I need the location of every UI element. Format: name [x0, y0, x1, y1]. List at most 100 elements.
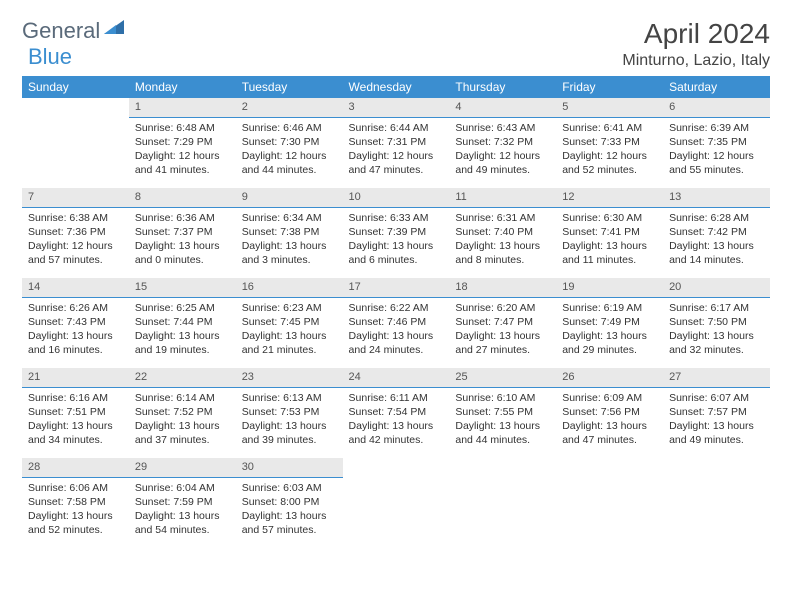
logo: General: [22, 18, 128, 44]
sunset-text: Sunset: 7:57 PM: [669, 405, 764, 419]
calendar-cell: 28Sunrise: 6:06 AMSunset: 7:58 PMDayligh…: [22, 458, 129, 548]
day-number: 13: [663, 188, 770, 208]
day-number: 26: [556, 368, 663, 388]
day-details: Sunrise: 6:11 AMSunset: 7:54 PMDaylight:…: [343, 388, 450, 454]
sunset-text: Sunset: 7:49 PM: [562, 315, 657, 329]
sunrise-text: Sunrise: 6:39 AM: [669, 121, 764, 135]
calendar-cell: 6Sunrise: 6:39 AMSunset: 7:35 PMDaylight…: [663, 98, 770, 188]
sunrise-text: Sunrise: 6:04 AM: [135, 481, 230, 495]
calendar-cell: [663, 458, 770, 548]
day-number: 2: [236, 98, 343, 118]
sunrise-text: Sunrise: 6:41 AM: [562, 121, 657, 135]
calendar-cell: 23Sunrise: 6:13 AMSunset: 7:53 PMDayligh…: [236, 368, 343, 458]
day-number: 28: [22, 458, 129, 478]
calendar-cell: 15Sunrise: 6:25 AMSunset: 7:44 PMDayligh…: [129, 278, 236, 368]
calendar-cell: 13Sunrise: 6:28 AMSunset: 7:42 PMDayligh…: [663, 188, 770, 278]
calendar-cell: 27Sunrise: 6:07 AMSunset: 7:57 PMDayligh…: [663, 368, 770, 458]
day-details: Sunrise: 6:41 AMSunset: 7:33 PMDaylight:…: [556, 118, 663, 184]
sunrise-text: Sunrise: 6:46 AM: [242, 121, 337, 135]
calendar-cell: 10Sunrise: 6:33 AMSunset: 7:39 PMDayligh…: [343, 188, 450, 278]
day-details: Sunrise: 6:13 AMSunset: 7:53 PMDaylight:…: [236, 388, 343, 454]
day-details: Sunrise: 6:17 AMSunset: 7:50 PMDaylight:…: [663, 298, 770, 364]
day-number: 25: [449, 368, 556, 388]
calendar-cell: [556, 458, 663, 548]
sunset-text: Sunset: 7:42 PM: [669, 225, 764, 239]
daylight-text: Daylight: 13 hours and 8 minutes.: [455, 239, 550, 267]
day-number: 17: [343, 278, 450, 298]
day-details: Sunrise: 6:43 AMSunset: 7:32 PMDaylight:…: [449, 118, 556, 184]
sunrise-text: Sunrise: 6:26 AM: [28, 301, 123, 315]
daylight-text: Daylight: 13 hours and 42 minutes.: [349, 419, 444, 447]
sunset-text: Sunset: 7:53 PM: [242, 405, 337, 419]
calendar-cell: [343, 458, 450, 548]
day-number: 24: [343, 368, 450, 388]
sunrise-text: Sunrise: 6:36 AM: [135, 211, 230, 225]
day-number: 10: [343, 188, 450, 208]
sunset-text: Sunset: 7:33 PM: [562, 135, 657, 149]
calendar-cell: 19Sunrise: 6:19 AMSunset: 7:49 PMDayligh…: [556, 278, 663, 368]
logo-text-blue: Blue: [28, 44, 72, 69]
sunset-text: Sunset: 7:45 PM: [242, 315, 337, 329]
sunset-text: Sunset: 7:37 PM: [135, 225, 230, 239]
sunset-text: Sunset: 7:29 PM: [135, 135, 230, 149]
day-number: 21: [22, 368, 129, 388]
daylight-text: Daylight: 13 hours and 16 minutes.: [28, 329, 123, 357]
day-number: 29: [129, 458, 236, 478]
calendar-cell: 9Sunrise: 6:34 AMSunset: 7:38 PMDaylight…: [236, 188, 343, 278]
title-block: April 2024 Minturno, Lazio, Italy: [622, 18, 770, 70]
daylight-text: Daylight: 13 hours and 3 minutes.: [242, 239, 337, 267]
day-details: Sunrise: 6:46 AMSunset: 7:30 PMDaylight:…: [236, 118, 343, 184]
day-number: 1: [129, 98, 236, 118]
calendar-cell: 4Sunrise: 6:43 AMSunset: 7:32 PMDaylight…: [449, 98, 556, 188]
sunrise-text: Sunrise: 6:43 AM: [455, 121, 550, 135]
day-details: Sunrise: 6:26 AMSunset: 7:43 PMDaylight:…: [22, 298, 129, 364]
day-number: 23: [236, 368, 343, 388]
sunrise-text: Sunrise: 6:03 AM: [242, 481, 337, 495]
sunset-text: Sunset: 7:50 PM: [669, 315, 764, 329]
day-details: Sunrise: 6:20 AMSunset: 7:47 PMDaylight:…: [449, 298, 556, 364]
calendar-cell: 16Sunrise: 6:23 AMSunset: 7:45 PMDayligh…: [236, 278, 343, 368]
sunset-text: Sunset: 7:30 PM: [242, 135, 337, 149]
daylight-text: Daylight: 13 hours and 27 minutes.: [455, 329, 550, 357]
daylight-text: Daylight: 13 hours and 24 minutes.: [349, 329, 444, 357]
daylight-text: Daylight: 13 hours and 32 minutes.: [669, 329, 764, 357]
sunrise-text: Sunrise: 6:20 AM: [455, 301, 550, 315]
sunrise-text: Sunrise: 6:06 AM: [28, 481, 123, 495]
sunset-text: Sunset: 8:00 PM: [242, 495, 337, 509]
daylight-text: Daylight: 12 hours and 52 minutes.: [562, 149, 657, 177]
daylight-text: Daylight: 13 hours and 39 minutes.: [242, 419, 337, 447]
day-number: 14: [22, 278, 129, 298]
sunset-text: Sunset: 7:32 PM: [455, 135, 550, 149]
calendar-cell: [449, 458, 556, 548]
day-number: 30: [236, 458, 343, 478]
sunrise-text: Sunrise: 6:34 AM: [242, 211, 337, 225]
weekday-header: Sunday: [22, 76, 129, 98]
weekday-header: Monday: [129, 76, 236, 98]
sunset-text: Sunset: 7:31 PM: [349, 135, 444, 149]
daylight-text: Daylight: 13 hours and 29 minutes.: [562, 329, 657, 357]
sunrise-text: Sunrise: 6:31 AM: [455, 211, 550, 225]
daylight-text: Daylight: 12 hours and 47 minutes.: [349, 149, 444, 177]
daylight-text: Daylight: 13 hours and 57 minutes.: [242, 509, 337, 537]
sunrise-text: Sunrise: 6:11 AM: [349, 391, 444, 405]
day-details: Sunrise: 6:09 AMSunset: 7:56 PMDaylight:…: [556, 388, 663, 454]
daylight-text: Daylight: 13 hours and 37 minutes.: [135, 419, 230, 447]
daylight-text: Daylight: 13 hours and 52 minutes.: [28, 509, 123, 537]
day-number: 11: [449, 188, 556, 208]
day-number: 22: [129, 368, 236, 388]
month-title: April 2024: [622, 18, 770, 50]
calendar-cell: 14Sunrise: 6:26 AMSunset: 7:43 PMDayligh…: [22, 278, 129, 368]
calendar-cell: 29Sunrise: 6:04 AMSunset: 7:59 PMDayligh…: [129, 458, 236, 548]
header: General April 2024 Minturno, Lazio, Ital…: [22, 18, 770, 70]
calendar-cell: 7Sunrise: 6:38 AMSunset: 7:36 PMDaylight…: [22, 188, 129, 278]
calendar-week-row: 21Sunrise: 6:16 AMSunset: 7:51 PMDayligh…: [22, 368, 770, 458]
day-number: 16: [236, 278, 343, 298]
day-details: Sunrise: 6:34 AMSunset: 7:38 PMDaylight:…: [236, 208, 343, 274]
day-number: 4: [449, 98, 556, 118]
sunrise-text: Sunrise: 6:48 AM: [135, 121, 230, 135]
sunset-text: Sunset: 7:41 PM: [562, 225, 657, 239]
daylight-text: Daylight: 13 hours and 21 minutes.: [242, 329, 337, 357]
sunset-text: Sunset: 7:40 PM: [455, 225, 550, 239]
day-number: 9: [236, 188, 343, 208]
weekday-header: Thursday: [449, 76, 556, 98]
